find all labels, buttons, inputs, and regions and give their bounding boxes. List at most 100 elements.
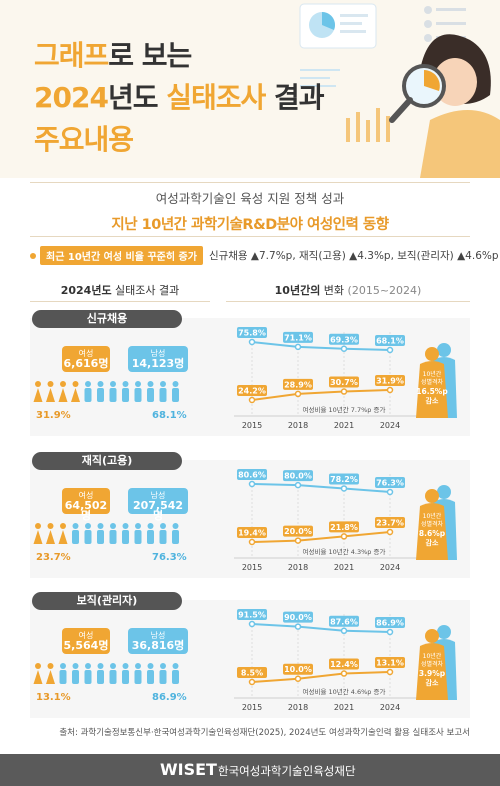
- female-data-label: 21.8%: [330, 523, 358, 532]
- female-data-label: 10.0%: [284, 665, 312, 674]
- people-figures: [33, 663, 179, 684]
- trend-line-chart: 75.8% 71.1% 69.3% 68.1% 24.2% 28.9% 30.7% 31.9%…: [234, 327, 418, 430]
- male-person-icon: [159, 663, 167, 684]
- male-data-label: 91.5%: [238, 611, 266, 620]
- male-data-label: 86.9%: [376, 619, 404, 628]
- male-person-icon: [122, 523, 129, 544]
- footer-org-name: 한국여성과학기술인육성재단: [218, 764, 356, 778]
- female-data-point: [340, 670, 348, 677]
- female-person-icon: [46, 381, 55, 402]
- column-header-left-bold: 2024년도: [60, 284, 112, 297]
- female-data-label: 13.1%: [376, 659, 404, 668]
- bullet-icon: [30, 252, 36, 259]
- male-person-icon: [147, 523, 154, 544]
- summary-text: 신규채용 ▲7.7%p, 재직(고용) ▲4.3%p, 보직(관리자) ▲4.6…: [208, 250, 499, 262]
- female-figure-icon: [425, 489, 439, 503]
- male-person-icon: [147, 663, 154, 684]
- male-percent: 68.1%: [152, 410, 187, 421]
- male-data-label-bg: [375, 335, 405, 346]
- footer: WISET 한국여성과학기술인육성재단: [0, 754, 500, 786]
- female-data-label: 8.5%: [241, 669, 263, 678]
- male-count-pill: 남성 36,816명: [128, 628, 188, 654]
- male-person-icon: [84, 523, 92, 544]
- column-header-left-text: 실태조사 결과: [111, 284, 180, 297]
- female-percent: 23.7%: [36, 552, 71, 563]
- gap-badge-text: 감소: [426, 678, 439, 687]
- title-accent-3: 실태조사: [166, 81, 266, 114]
- people-figures: [33, 381, 179, 402]
- male-data-point: [340, 485, 348, 492]
- female-series-line: [251, 671, 391, 683]
- female-data-label-bg: [237, 385, 267, 396]
- female-data-label-bg: [237, 667, 267, 678]
- female-count: 64,502명: [64, 499, 108, 522]
- female-data-label: 20.0%: [284, 527, 312, 536]
- title-accent-2: 2024: [34, 81, 109, 114]
- column-header-left: 2024년도 실태조사 결과: [30, 280, 210, 302]
- male-person-icon: [72, 663, 79, 684]
- female-data-label-bg: [237, 527, 267, 538]
- x-tick-label: 2024: [380, 421, 400, 430]
- male-data-label: 87.6%: [330, 617, 358, 626]
- female-data-label: 28.9%: [284, 380, 312, 389]
- male-data-label: 69.3%: [330, 335, 358, 344]
- male-data-point: [248, 480, 256, 488]
- female-data-point: [386, 528, 394, 536]
- male-data-label-bg: [329, 615, 359, 627]
- female-data-label: 30.7%: [330, 378, 358, 387]
- subtitle-line-2: 지난 10년간 과학기술R&D분야 여성인력 동향: [111, 217, 389, 233]
- gap-badge-text: 성별격차: [421, 660, 444, 668]
- female-series-line: [251, 389, 391, 401]
- male-person-icon: [134, 523, 142, 544]
- summary-row: 최근 10년간 여성 비율 꾸준히 증가 신규채용 ▲7.7%p, 재직(고용)…: [30, 246, 499, 265]
- female-data-label-bg: [375, 517, 405, 528]
- title-line-3: 주요내용: [34, 118, 134, 158]
- title-text-1: 로 보는: [108, 39, 192, 72]
- female-data-label-bg: [375, 657, 405, 668]
- summary-badge: 최근 10년간 여성 비율 꾸준히 증가: [40, 246, 203, 265]
- x-tick-label: 2021: [334, 421, 354, 430]
- female-data-label-bg: [283, 663, 313, 675]
- male-person-icon: [172, 523, 179, 544]
- female-percent: 31.9%: [36, 410, 71, 421]
- x-tick-label: 2015: [242, 421, 262, 430]
- male-count-pill: 남성 14,123명: [128, 346, 188, 372]
- male-data-label-bg: [329, 473, 359, 485]
- female-percent: 13.1%: [36, 692, 71, 703]
- female-count-pill: 여성 64,502명: [62, 488, 110, 521]
- male-data-point: [340, 345, 348, 353]
- x-tick-label: 2018: [288, 421, 308, 430]
- female-figure-icon: [425, 347, 439, 361]
- x-tick-label: 2018: [288, 703, 308, 712]
- male-person-icon: [97, 523, 104, 544]
- female-figure-icon: [425, 629, 439, 643]
- male-person-icon: [134, 381, 142, 402]
- female-data-label: 31.9%: [376, 377, 404, 386]
- male-person-icon: [109, 663, 117, 684]
- female-data-point: [294, 537, 302, 544]
- female-data-point: [340, 388, 348, 395]
- section-title: 재직(고용): [32, 452, 182, 470]
- female-data-point: [294, 675, 302, 682]
- male-percent: 76.3%: [152, 552, 187, 563]
- gap-badge-text: 3.9%p: [419, 669, 446, 678]
- male-data-label-bg: [283, 611, 313, 623]
- male-data-label: 75.8%: [238, 329, 266, 338]
- male-data-point: [386, 628, 394, 636]
- female-figure-body: [416, 361, 448, 418]
- female-data-label: 19.4%: [238, 529, 266, 538]
- male-data-label: 71.1%: [284, 333, 312, 342]
- female-data-point: [248, 678, 256, 686]
- male-person-icon: [59, 663, 67, 684]
- male-data-label-bg: [329, 333, 359, 345]
- female-data-label-bg: [329, 521, 359, 533]
- female-data-point: [294, 390, 302, 398]
- male-data-point: [294, 343, 302, 351]
- title-text-2: 년도: [107, 81, 167, 114]
- male-person-icon: [97, 381, 104, 402]
- female-data-label-bg: [329, 376, 359, 388]
- section-title: 신규채용: [32, 310, 182, 328]
- female-person-icon: [58, 381, 68, 402]
